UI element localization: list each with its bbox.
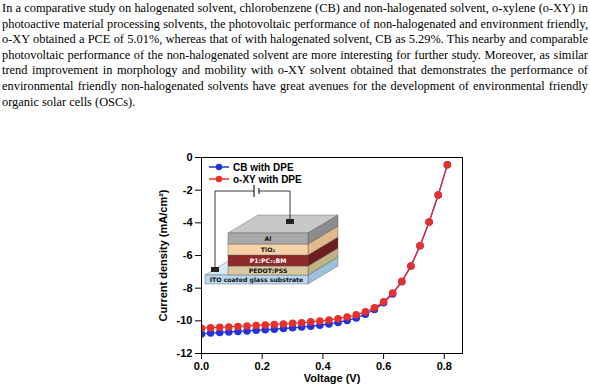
- html-text:o-XY with DPE: o-XY with DPE: [233, 173, 302, 185]
- svg-text:-4: -4: [183, 216, 194, 228]
- svg-text:Voltage (V): Voltage (V): [304, 372, 361, 384]
- svg-text:TiO₂: TiO₂: [261, 246, 276, 253]
- svg-text:Al: Al: [265, 235, 272, 242]
- svg-text:P1:PC₇₁BM: P1:PC₇₁BM: [250, 257, 287, 264]
- svg-text:-8: -8: [183, 282, 193, 294]
- html-text:CB with DPE: CB with DPE: [233, 161, 294, 173]
- svg-text:0.2: 0.2: [255, 360, 270, 372]
- svg-text:0: 0: [186, 151, 192, 163]
- svg-text:-2: -2: [183, 184, 193, 196]
- html-text:In a comparative study on halo: In a comparative study on halogenated so…: [2, 1, 588, 109]
- svg-text:-10: -10: [177, 314, 193, 326]
- svg-text:ITO coated glass substrate: ITO coated glass substrate: [210, 276, 304, 284]
- svg-text:-12: -12: [177, 347, 193, 359]
- svg-text:Current density (mA/cm²): Current density (mA/cm²): [157, 189, 169, 321]
- svg-text:0.8: 0.8: [437, 360, 452, 372]
- svg-text:0.0: 0.0: [194, 360, 209, 372]
- svg-text:PEDOT:PSS: PEDOT:PSS: [249, 267, 288, 274]
- svg-text:0.6: 0.6: [376, 360, 391, 372]
- svg-text:0.4: 0.4: [315, 360, 331, 372]
- svg-text:-6: -6: [183, 249, 193, 261]
